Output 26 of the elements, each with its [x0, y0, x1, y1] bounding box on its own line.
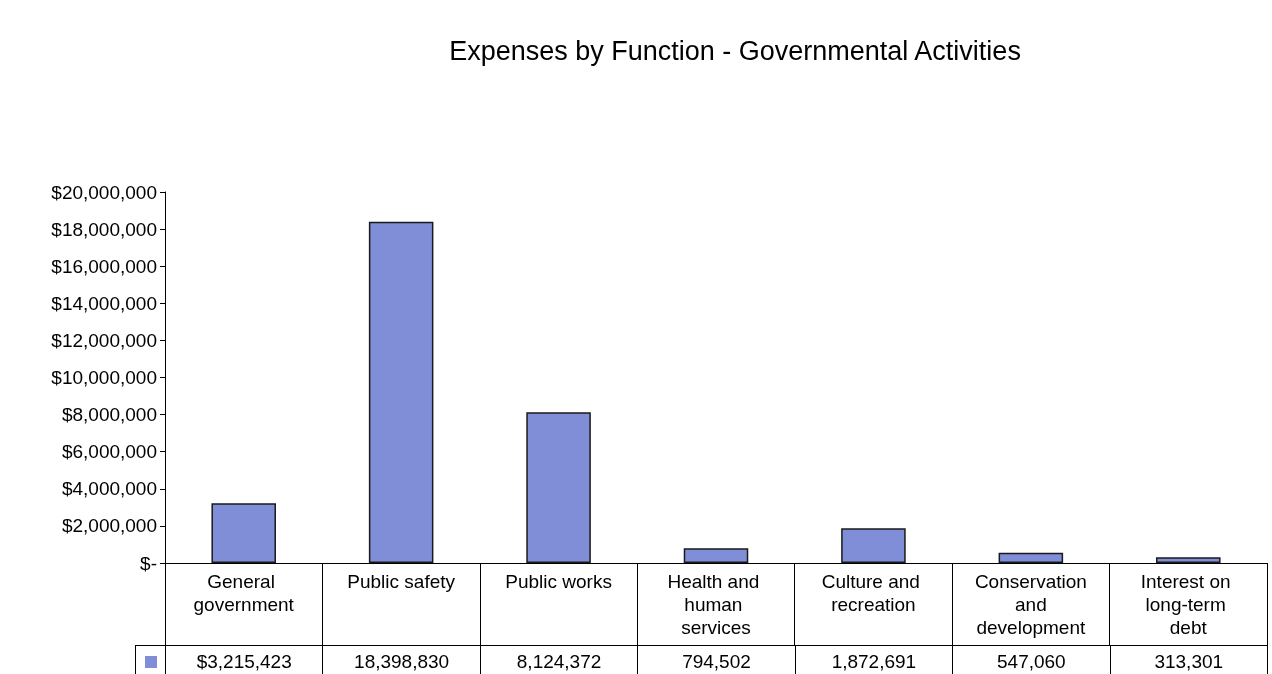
data-label: 18,398,830	[322, 645, 481, 674]
data-label: 313,301	[1109, 645, 1268, 674]
x-tick-label: Health and human services	[667, 571, 765, 638]
x-tick-label: Public safety	[347, 571, 456, 592]
y-tick-label: $10,000,000	[51, 367, 157, 388]
x-tick-label: Public works	[505, 571, 612, 592]
y-tick-label: $-	[140, 552, 157, 574]
y-tick-label: $6,000,000	[61, 441, 157, 463]
y-tick-label: $16,000,000	[51, 255, 157, 277]
y-tick-label: $18,000,000	[51, 218, 157, 240]
y-tick-label: $12,000,000	[51, 329, 157, 351]
chart-title: Expenses by Function - Governmental Activities	[449, 35, 1021, 66]
y-tick-label: $14,000,000	[51, 292, 157, 314]
y-tick-label: $20,000,000	[51, 181, 157, 203]
data-label: 794,502	[637, 645, 796, 674]
x-tick-label: General government	[193, 571, 295, 615]
x-tick-label: Conservation and development	[974, 571, 1087, 638]
y-tick-label: $8,000,000	[61, 404, 157, 426]
data-label: 8,124,372	[479, 645, 639, 674]
data-label: $3,215,423	[165, 645, 324, 674]
x-tick-label: Interest on long-term debt	[1140, 571, 1236, 638]
y-tick-label: $2,000,000	[61, 515, 157, 537]
data-label: 1,872,691	[794, 645, 954, 674]
y-tick-label: $4,000,000	[61, 478, 157, 500]
x-tick-label: Culture and recreation	[821, 571, 926, 615]
data-label: 547,060	[952, 645, 1111, 674]
